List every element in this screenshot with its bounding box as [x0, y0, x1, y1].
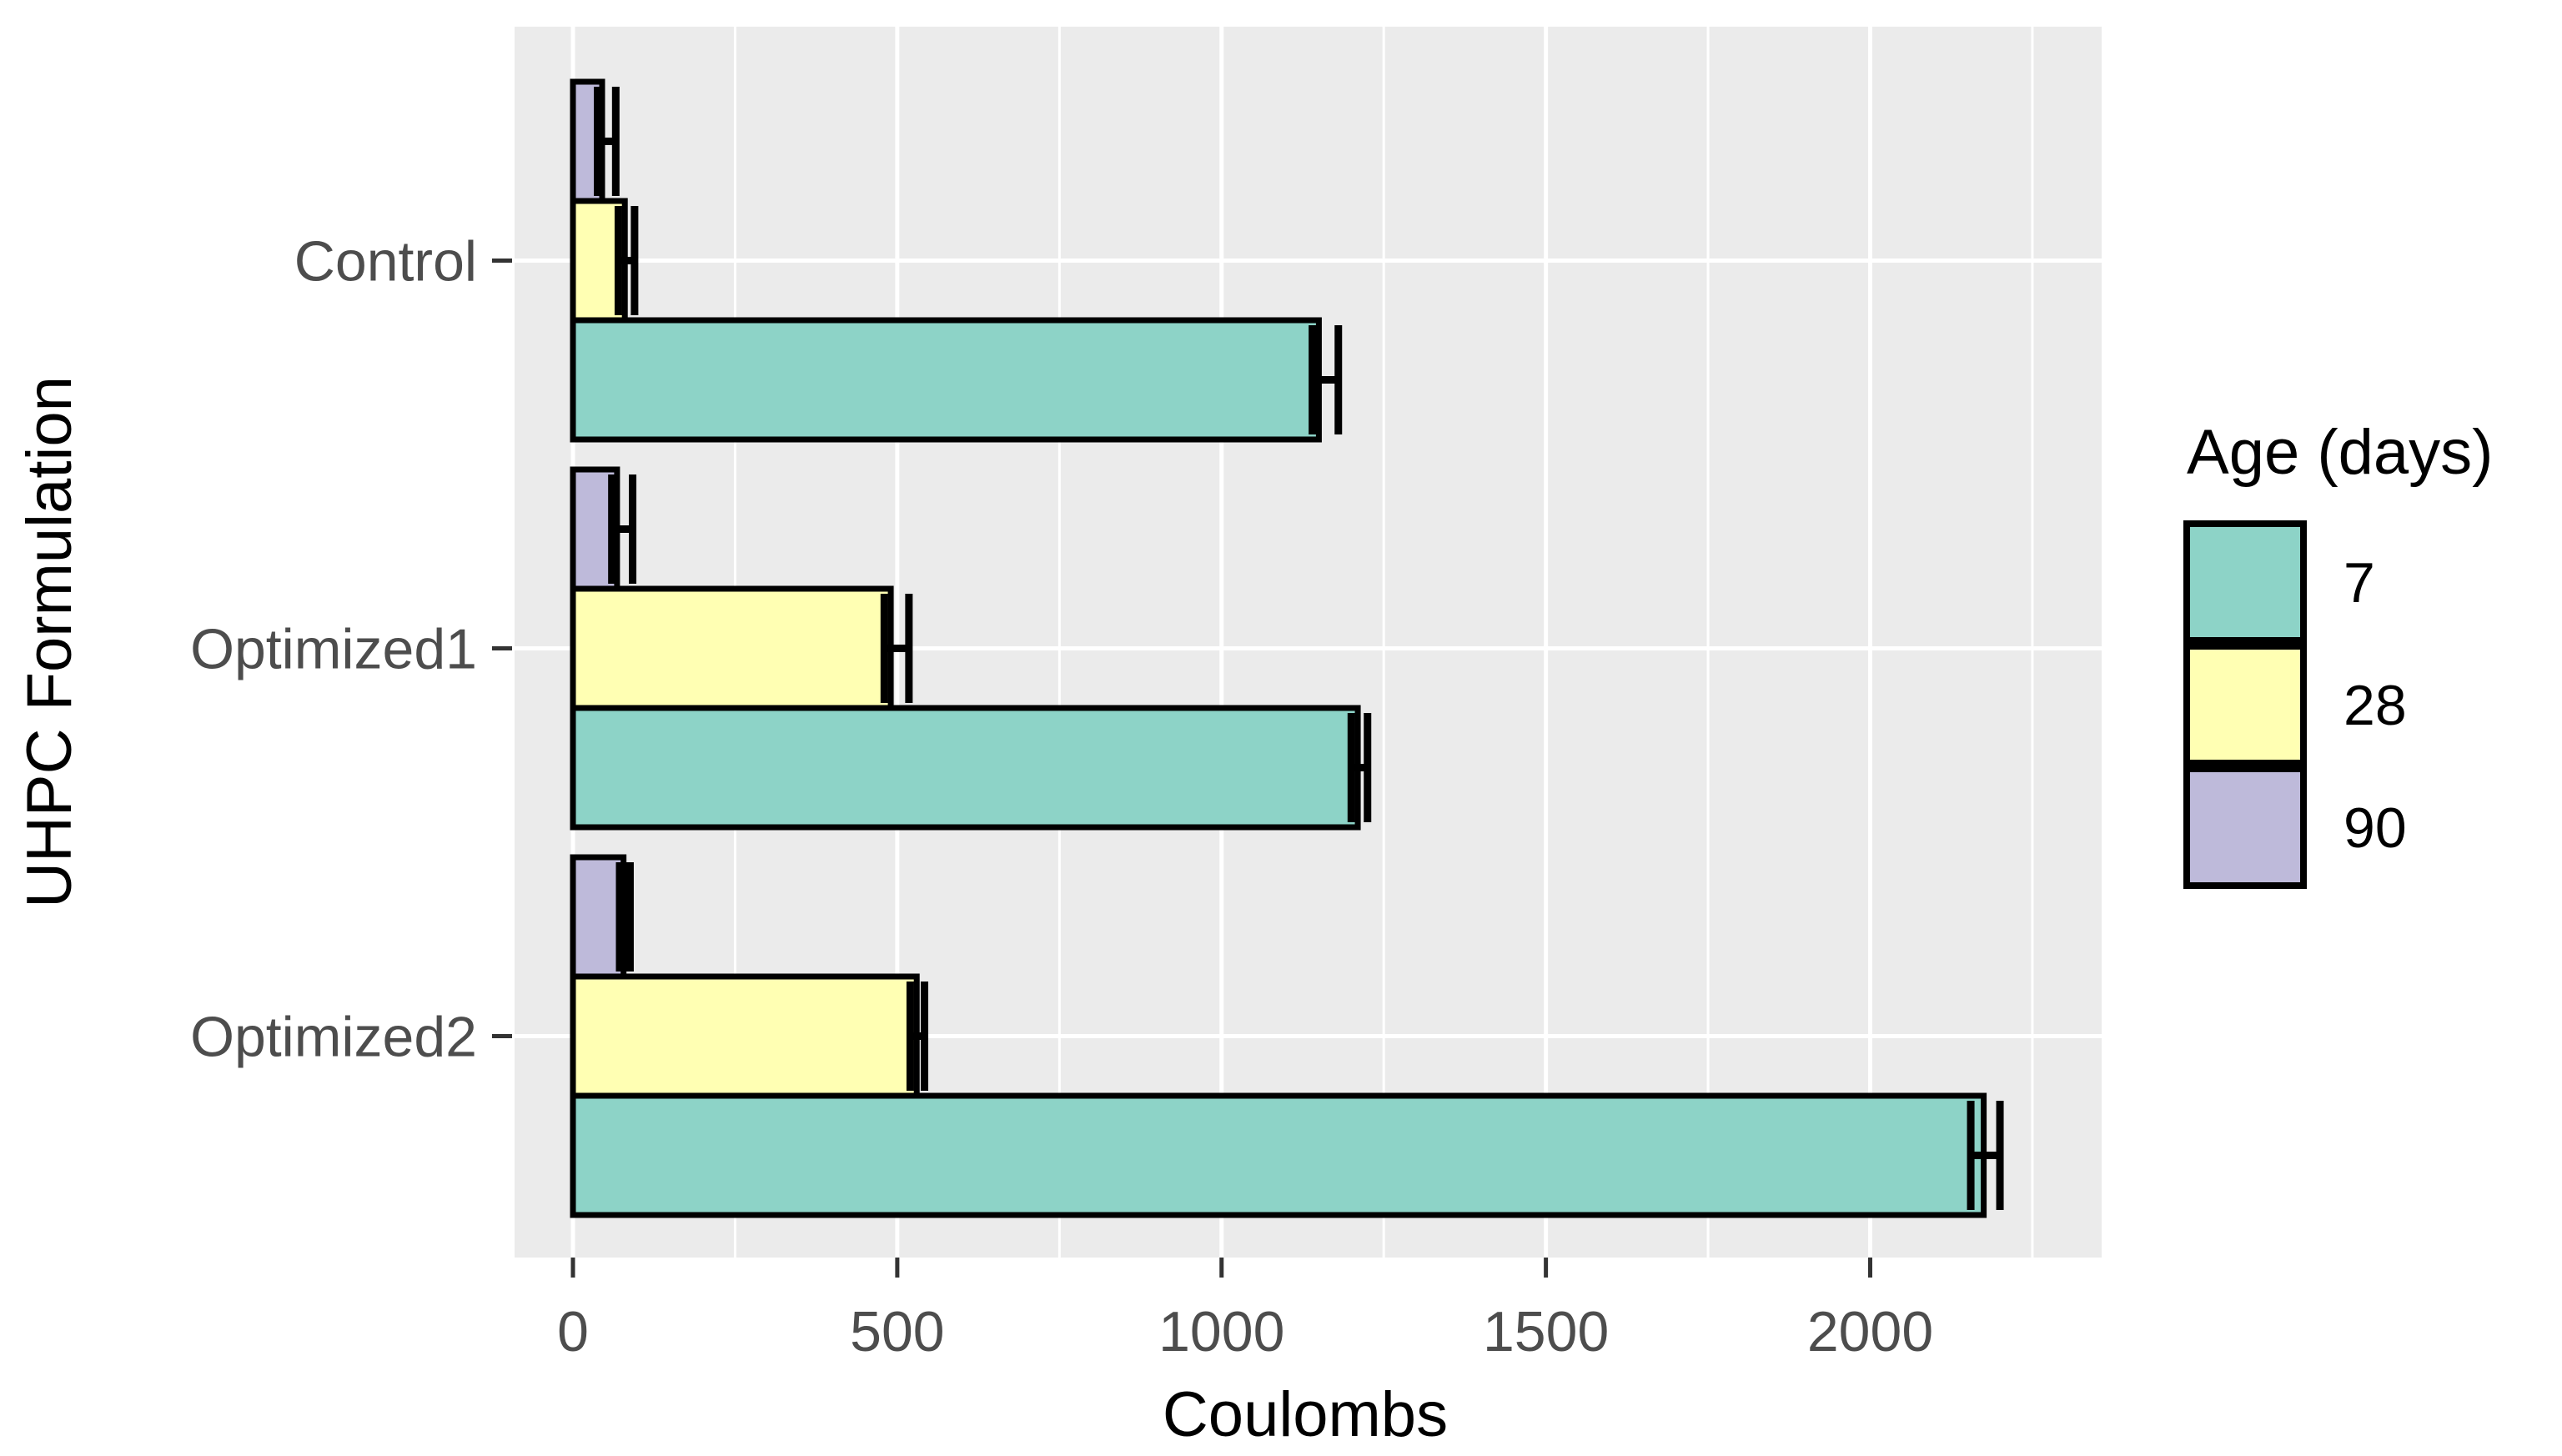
errorbar-optimized1-90 — [608, 474, 637, 584]
legend-label-90: 90 — [2343, 796, 2407, 860]
y-axis-title: UHPC Formulation — [14, 376, 85, 908]
errorbar-optimized2-28 — [906, 982, 929, 1091]
y-tick-label-control: Control — [294, 230, 477, 294]
errorbar-optimized1-7 — [1347, 713, 1372, 822]
errorbar-control-7 — [1309, 325, 1343, 434]
x-tick-label-1000: 1000 — [1158, 1300, 1284, 1363]
bar-optimized1-28 — [570, 585, 894, 711]
bar-optimized2-90 — [570, 854, 627, 980]
x-tick-label-1500: 1500 — [1483, 1300, 1609, 1363]
bar-optimized2-7 — [570, 1092, 1987, 1218]
errorbar-optimized2-90 — [615, 862, 634, 972]
legend-key-28 — [2183, 643, 2307, 766]
x-axis-title: Coulombs — [1163, 1379, 1448, 1450]
legend-keys: 7 28 90 — [2183, 520, 2407, 889]
bar-optimized2-28 — [570, 973, 920, 1099]
x-tick-label-500: 500 — [850, 1300, 944, 1363]
gridlines — [515, 27, 2102, 1258]
y-tick-label-optimized2: Optimized2 — [190, 1006, 477, 1069]
bar-optimized1-7 — [570, 705, 1361, 831]
errorbar-control-90 — [594, 87, 620, 196]
legend-title: Age (days) — [2187, 417, 2494, 488]
errorbar-control-28 — [614, 206, 639, 315]
y-tick-label-optimized1: Optimized1 — [190, 618, 477, 681]
legend-key-90 — [2183, 766, 2307, 889]
bar-control-7 — [570, 317, 1322, 443]
errorbar-optimized1-28 — [880, 594, 913, 703]
legend-label-28: 28 — [2343, 674, 2407, 737]
legend: Age (days) 7 28 90 — [2183, 417, 2494, 889]
errorbar-optimized2-7 — [1967, 1101, 2004, 1210]
legend-label-7: 7 — [2343, 551, 2375, 615]
x-tick-label-0: 0 — [557, 1300, 589, 1363]
legend-key-7 — [2183, 520, 2307, 644]
error-bars — [594, 87, 2004, 1210]
y-axis: Control Optimized1 Optimized2 — [190, 230, 512, 1069]
x-tick-label-2000: 2000 — [1807, 1300, 1933, 1363]
x-axis: 0 500 1000 1500 2000 — [557, 1258, 1933, 1363]
